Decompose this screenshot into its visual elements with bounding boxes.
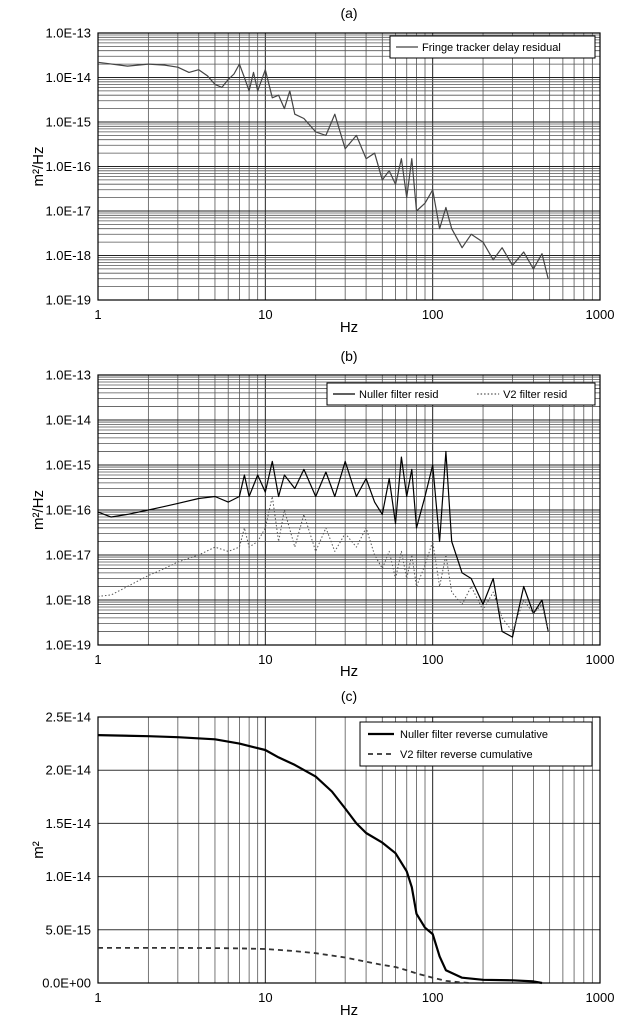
y-tick-label: 1.0E-19 bbox=[45, 293, 91, 308]
series-line-1 bbox=[97, 450, 549, 638]
y-tick-label: 1.0E-17 bbox=[45, 204, 91, 219]
series-group bbox=[97, 734, 543, 985]
gridlines bbox=[98, 33, 600, 301]
x-tick-label: 100 bbox=[422, 652, 444, 667]
panel-2: 1 10 100 1000 1.0E-19 1.0E-18 1.0E-17 1.0E-16 1.… bbox=[30, 348, 614, 680]
x-tick-label: 10 bbox=[258, 307, 272, 322]
y-tick-label: 1.0E-19 bbox=[45, 638, 91, 653]
x-tick-label: 100 bbox=[422, 990, 444, 1005]
panel-label: (b) bbox=[340, 348, 357, 364]
legend-box bbox=[359, 721, 593, 767]
y-tick-label: 1.0E-13 bbox=[45, 26, 91, 41]
y-axis-title: m²/Hz bbox=[30, 147, 47, 187]
legend-box bbox=[326, 382, 596, 406]
x-tick-label: 1000 bbox=[586, 990, 615, 1005]
y-tick-label: 1.0E-18 bbox=[45, 593, 91, 608]
x-tick-label: 10 bbox=[258, 990, 272, 1005]
y-axis-title: m²/Hz bbox=[30, 490, 47, 530]
legend-label: V2 filter resid bbox=[503, 389, 567, 401]
legend-box bbox=[389, 35, 596, 59]
y-tick-label: 1.0E-14 bbox=[45, 869, 91, 884]
x-axis-title: Hz bbox=[340, 663, 358, 680]
legend-label: Nuller filter reverse cumulative bbox=[400, 729, 548, 741]
series-line-2 bbox=[98, 947, 472, 984]
y-tick-label: 2.0E-14 bbox=[45, 763, 91, 778]
y-tick-label: 1.0E-18 bbox=[45, 248, 91, 263]
x-tick-label: 1 bbox=[94, 307, 101, 322]
y-tick-label: 1.5E-14 bbox=[45, 816, 91, 831]
y-tick-label: 1.0E-16 bbox=[45, 159, 91, 174]
panel-label: (a) bbox=[340, 5, 357, 21]
legend-label: Fringe tracker delay residual bbox=[422, 42, 561, 54]
y-tick-label: 1.0E-15 bbox=[45, 115, 91, 130]
series-line-2 bbox=[97, 496, 549, 632]
legend: Nuller filter resid V2 filter resid bbox=[326, 382, 596, 406]
gridlines bbox=[98, 375, 600, 646]
panel-label: (c) bbox=[341, 688, 357, 704]
y-tick-label: 1.0E-17 bbox=[45, 548, 91, 563]
panel-1: 1 10 100 1000 1.0E-19 1.0E-18 1.0E-17 1.0E-16 1.… bbox=[30, 5, 614, 336]
legend: Fringe tracker delay residual bbox=[389, 35, 596, 59]
y-tick-label: 5.0E-15 bbox=[45, 922, 91, 937]
x-tick-label: 100 bbox=[422, 307, 444, 322]
x-tick-label: 10 bbox=[258, 652, 272, 667]
legend-label: V2 filter reverse cumulative bbox=[400, 749, 533, 761]
plot-frame bbox=[97, 32, 601, 301]
panel-3: 1 10 100 1000 0.0E+00 5.0E-15 1.0E-14 1.5E-14 2.… bbox=[30, 688, 614, 1019]
series-group bbox=[97, 61, 549, 279]
plot-frame bbox=[97, 374, 601, 646]
x-tick-label: 1000 bbox=[586, 652, 615, 667]
plot-frame bbox=[97, 716, 601, 984]
y-tick-label: 1.0E-16 bbox=[45, 503, 91, 518]
legend-label: Nuller filter resid bbox=[359, 389, 438, 401]
legend: Nuller filter reverse cumulative V2 filte… bbox=[359, 721, 593, 767]
y-tick-label: 1.0E-13 bbox=[45, 368, 91, 383]
series-line-1 bbox=[97, 61, 549, 279]
x-tick-label: 1 bbox=[94, 990, 101, 1005]
x-tick-label: 1 bbox=[94, 652, 101, 667]
y-tick-label: 2.5E-14 bbox=[45, 710, 91, 725]
x-axis-title: Hz bbox=[340, 1002, 358, 1019]
y-tick-label: 1.0E-14 bbox=[45, 413, 91, 428]
series-group bbox=[97, 450, 549, 638]
y-tick-label: 1.0E-14 bbox=[45, 70, 91, 85]
y-axis-title: m² bbox=[30, 841, 47, 859]
x-axis-title: Hz bbox=[340, 319, 358, 336]
x-tick-label: 1000 bbox=[586, 307, 615, 322]
y-tick-label: 1.0E-15 bbox=[45, 458, 91, 473]
y-tick-label: 0.0E+00 bbox=[42, 976, 91, 991]
series-line-1 bbox=[97, 734, 543, 985]
